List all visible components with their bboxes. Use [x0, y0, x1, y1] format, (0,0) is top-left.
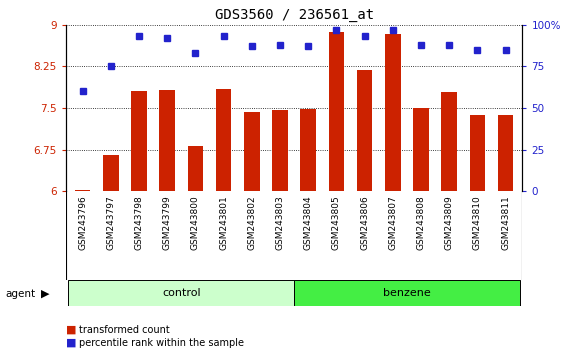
Text: GSM243809: GSM243809 — [445, 196, 453, 250]
Text: GSM243807: GSM243807 — [388, 196, 397, 250]
Text: GSM243811: GSM243811 — [501, 196, 510, 250]
Bar — [75, 190, 90, 354]
Text: ■: ■ — [66, 325, 76, 335]
Text: agent: agent — [6, 289, 36, 299]
Text: GSM243804: GSM243804 — [304, 196, 313, 250]
Text: GSM243796: GSM243796 — [78, 196, 87, 250]
Bar — [385, 34, 400, 354]
Bar — [216, 88, 231, 354]
Text: GSM243808: GSM243808 — [416, 196, 425, 250]
Bar — [103, 155, 119, 354]
Text: control: control — [162, 288, 200, 298]
Text: GSM243799: GSM243799 — [163, 196, 172, 250]
Bar — [131, 91, 147, 354]
Text: GSM243801: GSM243801 — [219, 196, 228, 250]
Bar — [294, 280, 520, 306]
Text: transformed count: transformed count — [79, 325, 170, 335]
Text: GSM243797: GSM243797 — [106, 196, 115, 250]
Title: GDS3560 / 236561_at: GDS3560 / 236561_at — [215, 8, 373, 22]
Bar — [300, 109, 316, 354]
Bar — [159, 90, 175, 354]
Bar — [413, 108, 429, 354]
Bar — [188, 146, 203, 354]
Bar — [441, 92, 457, 354]
Text: GSM243805: GSM243805 — [332, 196, 341, 250]
Text: ■: ■ — [66, 338, 76, 348]
Text: benzene: benzene — [383, 288, 431, 298]
Text: GSM243803: GSM243803 — [275, 196, 284, 250]
Text: GSM243802: GSM243802 — [247, 196, 256, 250]
Bar — [498, 115, 513, 354]
Text: ▶: ▶ — [41, 289, 50, 299]
Text: GSM243806: GSM243806 — [360, 196, 369, 250]
Text: GSM243810: GSM243810 — [473, 196, 482, 250]
Bar — [69, 280, 294, 306]
Bar — [328, 32, 344, 354]
Bar — [357, 70, 372, 354]
Text: GSM243800: GSM243800 — [191, 196, 200, 250]
Bar — [244, 113, 260, 354]
Bar — [272, 110, 288, 354]
Bar — [469, 115, 485, 354]
Text: GSM243798: GSM243798 — [135, 196, 143, 250]
Text: percentile rank within the sample: percentile rank within the sample — [79, 338, 244, 348]
